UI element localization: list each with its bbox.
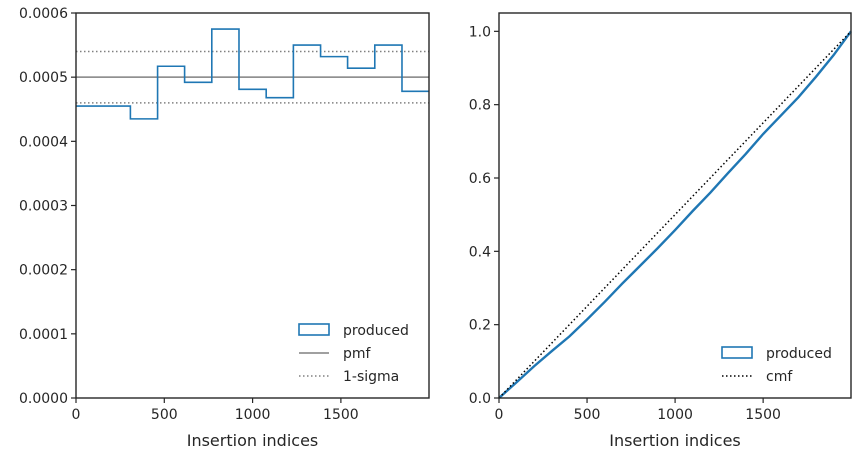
y-tick-label: 0.2 (469, 318, 491, 334)
y-tick-label: 0.6 (469, 171, 491, 187)
y-tick-label: 0.0000 (19, 391, 68, 407)
legend-swatch-produced (721, 346, 753, 359)
y-tick-label: 0.0002 (19, 263, 68, 279)
x-tick-label: 1500 (323, 407, 359, 423)
legend-label-1-sigma: 1-sigma (343, 369, 399, 385)
legend-label-pmf: pmf (343, 346, 372, 362)
pmf-x-axis-label: Insertion indices (187, 431, 319, 450)
cmf-line (498, 30, 852, 399)
x-tick-label: 0 (495, 407, 504, 423)
y-tick-label: 0.0003 (19, 199, 68, 215)
y-tick-label: 0.4 (469, 244, 491, 260)
pmf-ticks: 0 500 1000 1500 0.0000 0.0001 0.0002 0.0003 0.00… (19, 6, 359, 423)
y-tick-label: 0.0 (469, 391, 491, 407)
x-tick-label: 500 (574, 407, 601, 423)
legend-label-cmf: cmf (766, 369, 793, 385)
cmf-ticks: 0 500 1000 1500 0.0 0.2 0.4 0.6 0.8 1.0 (469, 24, 781, 423)
y-tick-label: 1.0 (469, 24, 491, 40)
produced-cumulative-line (498, 30, 852, 399)
produced-step-line (76, 28, 429, 120)
pmf-legend: produced pmf 1-sigma (298, 323, 409, 385)
y-tick-label: 0.0004 (19, 134, 68, 150)
y-tick-label: 0.0001 (19, 327, 68, 343)
x-tick-label: 0 (72, 407, 81, 423)
legend-swatch-produced (298, 323, 330, 336)
y-tick-label: 0.0005 (19, 70, 68, 86)
cmf-x-axis-label: Insertion indices (609, 431, 741, 450)
y-tick-label: 0.8 (469, 98, 491, 114)
x-tick-label: 500 (151, 407, 178, 423)
x-tick-label: 1000 (235, 407, 271, 423)
y-tick-label: 0.0006 (19, 6, 68, 22)
cmf-panel: 0 500 1000 1500 0.0 0.2 0.4 0.6 0.8 1.0 Insertion… (469, 12, 852, 450)
x-tick-label: 1500 (745, 407, 781, 423)
cmf-legend: produced cmf (721, 346, 832, 385)
cmf-plot-area (498, 30, 852, 399)
x-tick-label: 1000 (657, 407, 693, 423)
pmf-histogram-panel: 0 500 1000 1500 0.0000 0.0001 0.0002 0.0003 0.00… (19, 6, 430, 450)
legend-label-produced: produced (343, 323, 409, 339)
legend-label-produced: produced (766, 346, 832, 362)
pmf-plot-area (76, 28, 429, 120)
